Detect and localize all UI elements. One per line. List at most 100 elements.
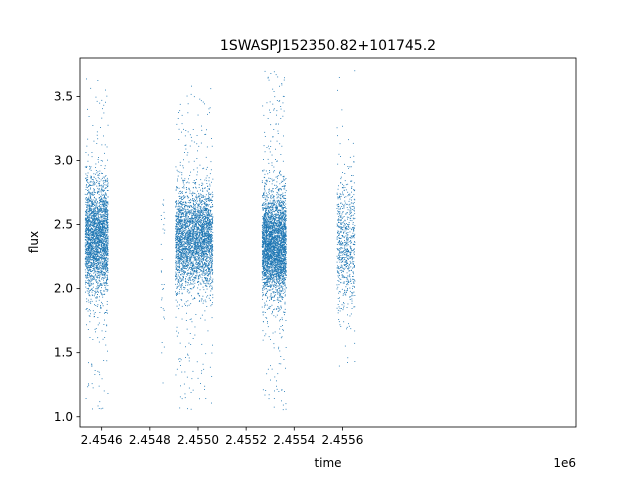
data-point bbox=[92, 253, 93, 254]
data-point bbox=[88, 285, 90, 287]
data-point bbox=[175, 244, 177, 246]
data-point bbox=[102, 215, 104, 217]
data-point bbox=[203, 214, 205, 215]
data-point bbox=[209, 247, 211, 249]
data-point bbox=[185, 276, 187, 278]
data-point bbox=[93, 194, 95, 195]
data-point bbox=[90, 214, 92, 216]
data-point bbox=[198, 255, 199, 256]
data-point bbox=[207, 265, 209, 267]
data-point bbox=[196, 227, 198, 229]
data-point bbox=[86, 277, 88, 278]
data-point bbox=[204, 277, 205, 278]
data-point bbox=[92, 192, 94, 194]
data-point bbox=[95, 249, 97, 250]
data-point bbox=[193, 256, 195, 258]
data-point bbox=[204, 241, 206, 243]
data-point bbox=[189, 251, 191, 253]
data-point bbox=[105, 187, 107, 189]
data-point bbox=[94, 253, 96, 255]
data-point bbox=[207, 280, 209, 282]
data-point bbox=[88, 224, 90, 226]
data-point bbox=[187, 264, 189, 265]
data-point bbox=[181, 230, 183, 231]
data-point bbox=[91, 203, 93, 205]
data-point bbox=[101, 238, 103, 240]
data-point bbox=[206, 200, 207, 202]
data-point bbox=[106, 211, 108, 212]
data-point bbox=[191, 265, 193, 267]
data-point bbox=[103, 245, 105, 246]
data-point bbox=[180, 225, 182, 227]
data-point bbox=[96, 235, 98, 237]
data-point bbox=[180, 231, 182, 233]
data-point bbox=[186, 260, 188, 262]
data-point bbox=[89, 250, 91, 251]
data-point bbox=[177, 259, 179, 261]
data-point bbox=[101, 178, 103, 179]
data-point bbox=[97, 236, 99, 238]
data-point bbox=[183, 288, 185, 290]
data-point bbox=[90, 242, 92, 244]
data-point bbox=[99, 238, 101, 240]
data-point bbox=[209, 238, 211, 239]
data-point bbox=[87, 218, 89, 220]
data-point bbox=[211, 245, 213, 247]
data-point bbox=[208, 257, 210, 259]
data-point bbox=[98, 243, 100, 245]
data-point bbox=[105, 263, 107, 265]
data-point bbox=[204, 203, 205, 204]
data-point bbox=[93, 253, 95, 254]
data-point bbox=[100, 235, 102, 237]
data-point bbox=[181, 216, 182, 218]
data-point bbox=[209, 249, 211, 251]
data-point bbox=[178, 228, 180, 230]
data-point bbox=[95, 227, 97, 229]
data-point bbox=[198, 260, 200, 262]
data-point bbox=[206, 296, 207, 298]
data-point bbox=[104, 232, 106, 234]
data-point bbox=[176, 243, 178, 245]
data-point bbox=[100, 261, 102, 263]
data-point bbox=[104, 177, 105, 179]
data-point bbox=[184, 234, 186, 236]
data-point bbox=[101, 256, 103, 258]
data-point bbox=[211, 287, 213, 289]
data-point bbox=[201, 253, 202, 255]
data-point bbox=[181, 224, 183, 226]
data-point bbox=[100, 307, 102, 309]
data-point bbox=[102, 234, 104, 235]
data-point bbox=[90, 282, 92, 284]
data-point bbox=[93, 215, 94, 216]
data-point bbox=[101, 258, 102, 260]
data-point bbox=[106, 246, 108, 248]
data-point bbox=[206, 198, 207, 200]
data-point bbox=[197, 171, 198, 173]
data-point bbox=[85, 214, 86, 216]
data-point bbox=[196, 230, 197, 232]
data-point bbox=[104, 252, 106, 254]
data-point bbox=[103, 273, 105, 275]
data-point bbox=[199, 201, 201, 203]
data-point bbox=[208, 205, 209, 207]
data-point bbox=[105, 255, 107, 257]
data-point bbox=[196, 274, 198, 276]
data-point bbox=[182, 196, 184, 198]
data-point bbox=[88, 383, 89, 385]
data-point bbox=[197, 251, 199, 253]
data-point bbox=[192, 212, 194, 214]
data-point bbox=[106, 274, 108, 276]
data-point bbox=[95, 292, 96, 294]
data-point bbox=[104, 319, 105, 321]
data-point bbox=[101, 197, 103, 199]
data-point bbox=[93, 255, 94, 256]
data-point bbox=[190, 257, 192, 259]
data-point bbox=[105, 223, 107, 225]
data-point bbox=[208, 222, 210, 224]
data-point bbox=[107, 263, 109, 265]
data-point bbox=[107, 201, 109, 203]
data-point bbox=[106, 218, 107, 220]
data-point bbox=[176, 246, 177, 247]
data-point bbox=[104, 193, 106, 195]
